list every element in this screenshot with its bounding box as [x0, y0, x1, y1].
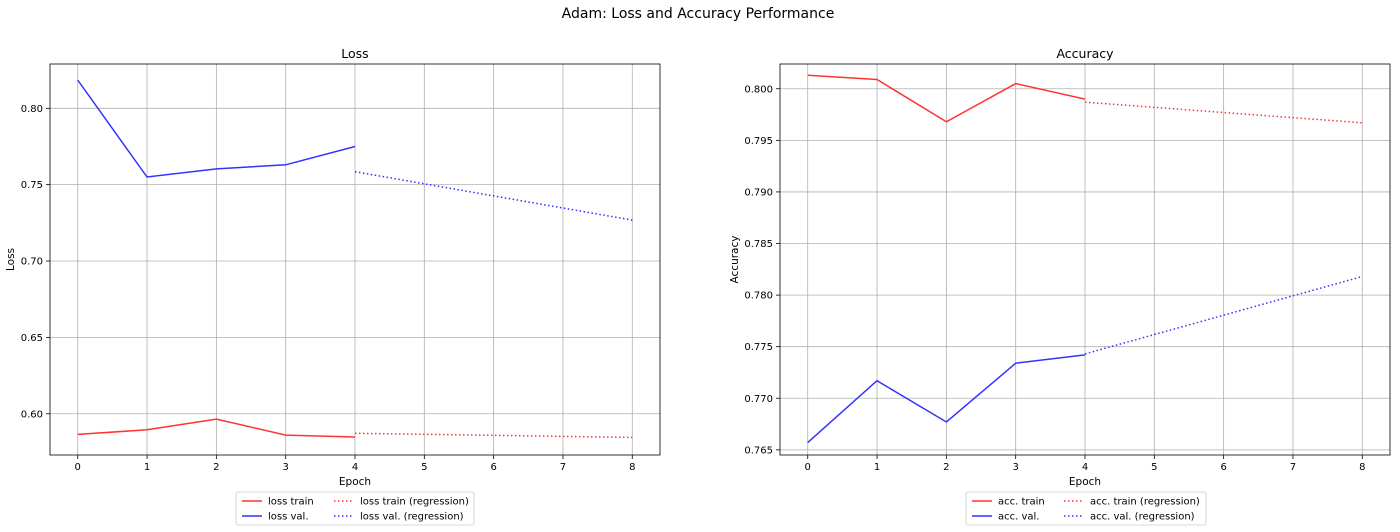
- accuracy-legend-label-2: acc. train (regression): [1090, 497, 1200, 508]
- loss-series-loss-val: [77, 79, 356, 178]
- accuracy-legend-label-3: acc. val. (regression): [1090, 512, 1195, 523]
- loss-legend-label-0: loss train: [268, 497, 314, 508]
- loss-xtick-label-7: 7: [560, 462, 566, 473]
- accuracy-chart: 0 1 2 3 4 5 6 7 8 0.765 0.770 0.775 0.780 0.785 0.790 0…: [729, 46, 1391, 526]
- loss-chart-title: Loss: [341, 46, 368, 61]
- accuracy-legend: acc. train acc. val. acc. train (regressio…: [965, 491, 1207, 526]
- accuracy-ytick-label-6: 0.795: [744, 136, 773, 147]
- accuracy-series-acc-train: [807, 74, 1086, 123]
- accuracy-ytick-label-3: 0.780: [744, 291, 773, 302]
- accuracy-plot-frame: [779, 63, 1391, 456]
- accuracy-ytick-label-5: 0.790: [744, 187, 773, 198]
- accuracy-y-axis-label: Accuracy: [729, 236, 741, 284]
- loss-legend-label-1: loss val.: [268, 512, 309, 523]
- loss-xtick-label-1: 1: [144, 462, 150, 473]
- loss-xtick-label-8: 8: [629, 462, 635, 473]
- accuracy-ytick-label-7: 0.800: [744, 84, 773, 95]
- loss-y-axis-label: Loss: [5, 248, 17, 271]
- loss-x-axis-label: Epoch: [339, 476, 371, 488]
- accuracy-xtick-label-0: 0: [805, 462, 811, 473]
- loss-legend: loss train loss val. loss train (regressio…: [235, 491, 475, 526]
- loss-ytick-label-1: 0.65: [21, 333, 43, 344]
- accuracy-xtick-label-8: 8: [1359, 462, 1365, 473]
- loss-xtick-label-2: 2: [213, 462, 219, 473]
- loss-xtick-label-6: 6: [490, 462, 496, 473]
- loss-ytick-label-0: 0.60: [21, 409, 43, 420]
- loss-legend-box: [235, 491, 475, 526]
- accuracy-xtick-label-4: 4: [1082, 462, 1088, 473]
- accuracy-xtick-label-3: 3: [1012, 462, 1018, 473]
- accuracy-xtick-label-7: 7: [1290, 462, 1296, 473]
- accuracy-ytick-label-4: 0.785: [744, 239, 773, 250]
- figure-suptitle: Adam: Loss and Accuracy Performance: [562, 6, 835, 22]
- accuracy-ytick-label-1: 0.770: [744, 394, 773, 405]
- accuracy-xtick-label-6: 6: [1220, 462, 1226, 473]
- loss-legend-label-2: loss train (regression): [360, 497, 469, 508]
- loss-ytick-label-4: 0.80: [21, 104, 43, 115]
- loss-xtick-label-4: 4: [352, 462, 358, 473]
- accuracy-legend-label-1: acc. val.: [998, 512, 1039, 523]
- loss-series-loss-train: [77, 418, 356, 438]
- accuracy-xtick-label-5: 5: [1151, 462, 1157, 473]
- loss-xtick-label-5: 5: [421, 462, 427, 473]
- loss-xtick-label-0: 0: [75, 462, 81, 473]
- accuracy-ytick-label-2: 0.775: [744, 342, 773, 353]
- loss-ytick-label-3: 0.75: [21, 180, 43, 191]
- accuracy-x-axis-label: Epoch: [1069, 476, 1101, 488]
- loss-series-loss-val-regression: [354, 170, 633, 221]
- loss-chart: 0 1 2 3 4 5 6 7 8 0.60 0.65 0.70 0.75 0.80 Loss Epoch Lo…: [5, 46, 661, 526]
- loss-legend-label-3: loss val. (regression): [360, 512, 464, 523]
- accuracy-legend-box: [965, 491, 1207, 526]
- loss-plot-frame: [49, 63, 661, 456]
- accuracy-legend-label-0: acc. train: [998, 497, 1045, 508]
- accuracy-chart-title: Accuracy: [1056, 46, 1114, 61]
- accuracy-series-acc-val: [807, 354, 1086, 444]
- accuracy-xtick-label-2: 2: [943, 462, 949, 473]
- accuracy-xtick-label-1: 1: [874, 462, 880, 473]
- accuracy-ytick-label-0: 0.765: [744, 445, 773, 456]
- loss-ytick-label-2: 0.70: [21, 257, 43, 268]
- loss-xtick-label-3: 3: [282, 462, 288, 473]
